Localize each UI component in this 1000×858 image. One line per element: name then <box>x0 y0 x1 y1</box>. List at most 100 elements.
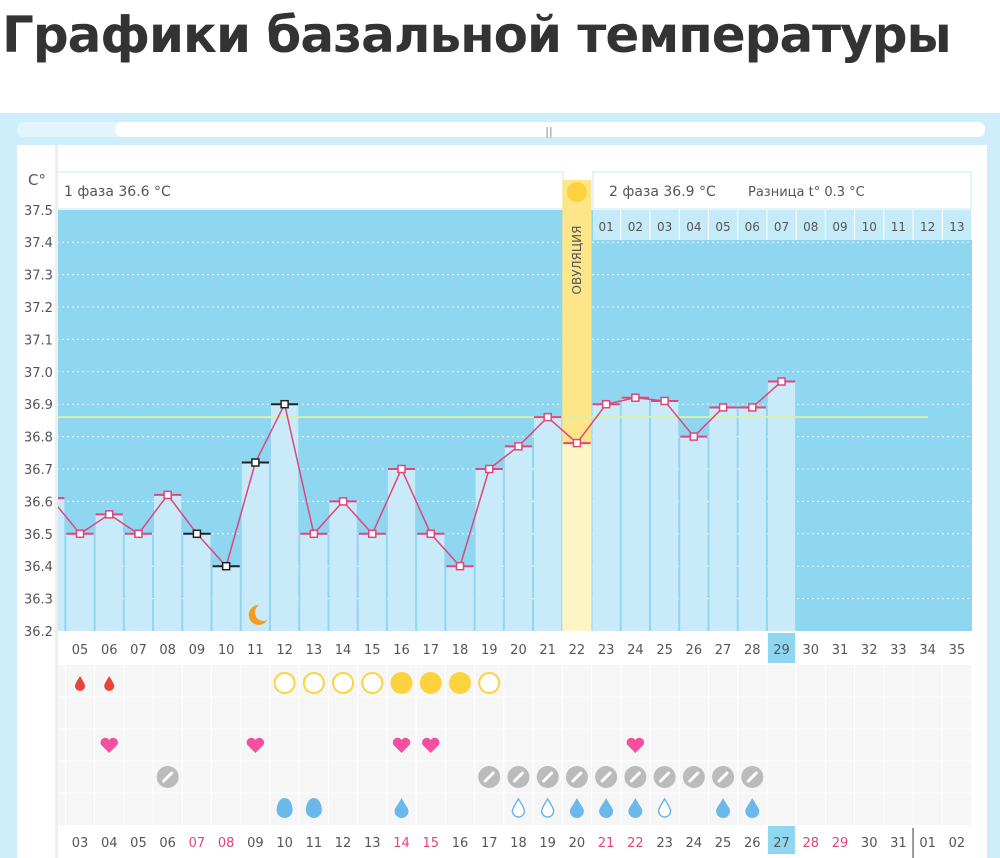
y-tick-label: 36.3 <box>24 593 53 608</box>
temp-point <box>75 529 85 539</box>
heart-icon <box>246 737 265 753</box>
temp-point <box>777 377 786 386</box>
temp-point <box>338 497 348 506</box>
temp-bar <box>592 404 620 631</box>
temp-bar <box>387 469 416 631</box>
date-label: 09 <box>247 836 264 851</box>
y-tick-label: 37.1 <box>24 333 53 348</box>
temp-bar <box>300 533 328 631</box>
phase2-day-label: 01 <box>598 220 613 234</box>
drop-shape <box>276 798 293 818</box>
temp-bar <box>241 462 269 631</box>
cycle-day-label: 06 <box>101 643 118 658</box>
pill-stripe <box>162 771 174 783</box>
blood-drop-shape <box>104 676 115 691</box>
temp-bar <box>183 533 211 631</box>
circle-filled-icon <box>448 672 471 694</box>
heart-shape <box>392 737 411 753</box>
temp-bar <box>738 407 766 631</box>
phase2-label: 2 фаза 36.9 °C <box>609 184 716 200</box>
heart-icon <box>626 737 645 753</box>
circle-shape <box>419 672 442 694</box>
y-tick-label: 36.8 <box>24 431 53 446</box>
circle-outline-icon <box>361 672 384 694</box>
pill-icon <box>595 766 618 788</box>
water-drop-icon <box>394 798 409 818</box>
cycle-day-label: 13 <box>306 643 323 658</box>
weekend-date-label: 07 <box>189 836 206 851</box>
ovulation-band-lower <box>562 443 592 631</box>
cycle-day-label: 21 <box>539 643 556 658</box>
cycle-day-label: 08 <box>159 643 176 658</box>
drop-shape <box>628 798 643 818</box>
temp-point <box>748 403 757 412</box>
drop-shape <box>394 798 409 818</box>
y-tick-label: 37.2 <box>24 301 53 316</box>
pill-stripe <box>483 771 495 783</box>
heart-shape <box>626 737 645 753</box>
today-date-highlight <box>767 826 796 854</box>
phase2-day-label: 02 <box>628 220 643 234</box>
pill-icon <box>624 766 647 788</box>
drop-shape <box>511 797 526 818</box>
cycle-day-label: 10 <box>218 643 235 658</box>
date-label: 02 <box>949 836 966 851</box>
cycle-day-label: 27 <box>715 643 732 658</box>
temp-point <box>543 412 552 422</box>
temp-bar <box>358 533 386 631</box>
pill-icon <box>741 766 764 788</box>
water-drop-outline-icon <box>511 797 526 818</box>
phase2-day-label: 09 <box>832 220 847 234</box>
cycle-day-label: 05 <box>72 643 89 658</box>
phase2-day-label: 04 <box>686 220 701 234</box>
date-label: 01 <box>919 836 936 851</box>
y-tick-label: 36.7 <box>24 463 53 478</box>
pill-icon <box>565 766 588 788</box>
date-label: 11 <box>306 836 323 851</box>
weekend-date-label: 28 <box>802 836 819 851</box>
pill-stripe <box>717 771 729 783</box>
circle-filled-icon <box>390 672 413 694</box>
heart-icon <box>100 737 118 753</box>
ovulation-label: ОВУЛЯЦИЯ <box>570 226 584 295</box>
heart-icon <box>422 737 440 753</box>
date-label: 12 <box>335 836 352 851</box>
pill-icon <box>712 766 735 788</box>
water-drop-icon <box>628 798 643 818</box>
phase2-day-label: 06 <box>745 220 760 234</box>
temp-bar <box>417 533 445 631</box>
temp-point <box>718 403 728 412</box>
pill-stripe <box>542 771 554 783</box>
temp-bar <box>767 381 796 631</box>
temp-bar <box>124 533 153 631</box>
cycle-day-label: 19 <box>481 643 498 658</box>
y-tick-label: 36.4 <box>24 560 53 575</box>
temp-bar <box>621 397 649 631</box>
phase2-day-label: 07 <box>774 220 789 234</box>
drop-shape <box>657 797 672 818</box>
heart-shape <box>246 737 265 753</box>
date-label: 17 <box>481 836 498 851</box>
y-axis-unit: C° <box>28 171 46 189</box>
circle-shape <box>332 672 355 694</box>
blood-drop-shape <box>75 676 85 691</box>
pill-stripe <box>512 771 524 783</box>
page-title: Графики базальной температуры <box>2 6 952 64</box>
temp-point <box>397 464 406 474</box>
cycle-day-label: 16 <box>393 643 410 658</box>
cycle-day-label: 35 <box>949 643 966 658</box>
cycle-day-label: 26 <box>686 643 703 658</box>
y-tick-label: 37.0 <box>24 366 53 381</box>
circle-shape <box>361 672 384 694</box>
date-label: 19 <box>539 836 556 851</box>
scrollbar-thumb[interactable] <box>115 122 985 137</box>
date-label: 20 <box>569 836 586 851</box>
y-tick-label: 36.6 <box>24 495 53 510</box>
cycle-day-label: 18 <box>452 643 469 658</box>
scrollbar-grip[interactable]: || <box>545 125 552 138</box>
circle-filled-icon <box>419 672 442 694</box>
temp-bar <box>212 566 240 631</box>
heart-shape <box>422 737 440 753</box>
temp-point <box>280 399 289 409</box>
temp-point <box>309 529 319 539</box>
